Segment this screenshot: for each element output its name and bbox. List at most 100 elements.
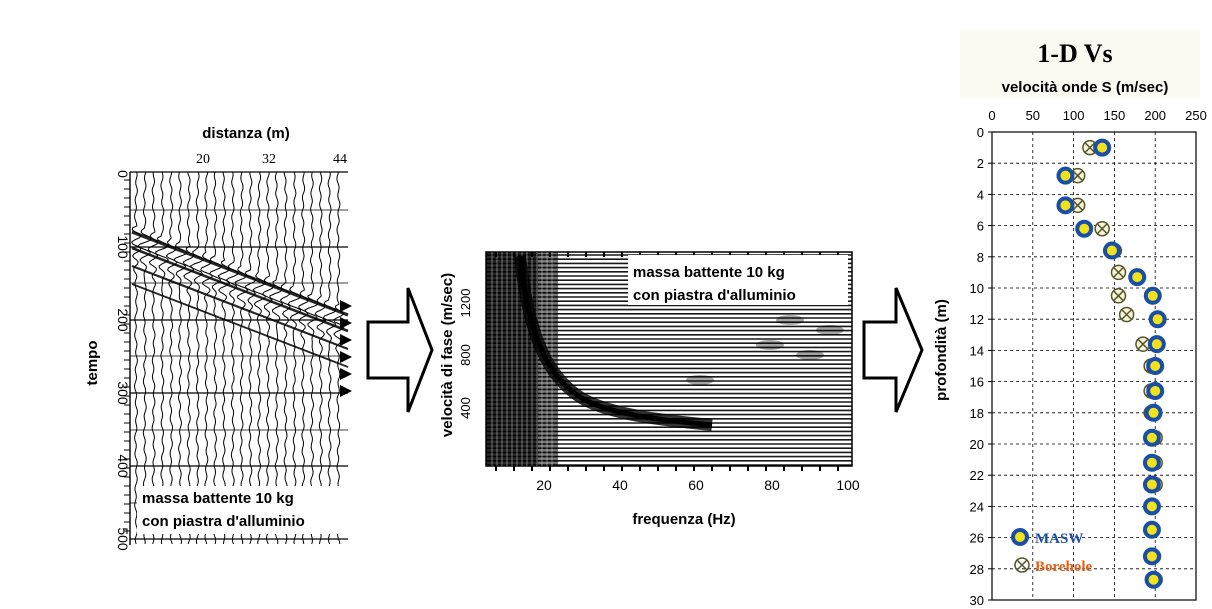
masw-point — [1056, 196, 1075, 215]
vs-ytick-label: 26 — [970, 531, 984, 546]
vs-profile-panel: 1-D Vs velocità onde S (m/sec) profondit… — [933, 30, 1207, 608]
dispersion-xtick-20: 20 — [536, 477, 552, 493]
vs-ytick-label: 6 — [977, 219, 984, 234]
dispersion-xtick-80: 80 — [764, 477, 780, 493]
seismogram-trace — [298, 171, 310, 545]
masw-point — [1144, 570, 1163, 589]
seismogram-xtick-44: 44 — [333, 152, 347, 167]
seismogram-trace — [209, 171, 223, 545]
masw-point — [1147, 335, 1166, 354]
seismogram-trace — [173, 171, 188, 545]
vs-xtick-label: 250 — [1185, 108, 1207, 123]
borehole-point-cross — [1072, 170, 1084, 182]
dispersion-caption-box — [628, 255, 848, 305]
masw-point — [1102, 241, 1121, 260]
masw-point — [1148, 310, 1167, 329]
dispersion-noise-blob — [756, 340, 784, 350]
arrow-right-icon — [862, 287, 924, 413]
dispersion-panel: velocità di fase (m/sec) 400 800 1200 ma… — [439, 251, 860, 528]
masw-point — [1146, 357, 1165, 375]
vs-profile-title-band — [960, 30, 1200, 98]
seismogram-trace — [137, 171, 152, 545]
seismogram-wavefront — [131, 283, 349, 368]
borehole-point-cross — [1121, 308, 1133, 321]
seismogram-xtick-20: 20 — [196, 152, 210, 167]
vs-ytick-label: 12 — [970, 312, 984, 327]
borehole-point-cross — [1096, 223, 1108, 235]
borehole-point — [1118, 306, 1135, 323]
dispersion-caption-line2: con piastra d'alluminio — [633, 287, 796, 304]
vs-ytick-label: 0 — [977, 125, 984, 140]
vs-ytick-label: 4 — [977, 187, 984, 202]
dispersion-noise-blob — [776, 315, 804, 325]
seismogram-xtick-32: 32 — [262, 152, 276, 167]
seismogram-trace — [262, 171, 274, 545]
seismogram-ytick-300: 300 — [115, 381, 131, 405]
vs-profile-title: 1-D Vs — [1037, 39, 1112, 68]
legend-masw-marker — [1011, 528, 1029, 546]
vs-ytick-label: 18 — [970, 406, 984, 421]
seismogram-ytick-400: 400 — [115, 454, 131, 478]
borehole-point-cross — [1084, 142, 1096, 154]
seismogram-trace — [147, 171, 159, 545]
seismogram-ytick-200: 200 — [115, 308, 131, 332]
seismogram-wavefront — [131, 246, 349, 333]
seismogram-wavefront — [131, 264, 349, 351]
vs-profile-ylabel: profondità (m) — [933, 299, 950, 401]
dispersion-y-tick-labels: 400 800 1200 — [458, 289, 473, 419]
vs-ytick-label: 16 — [970, 375, 984, 390]
seismogram-trace — [189, 171, 204, 545]
vs-ytick-label: 8 — [977, 250, 984, 265]
seismogram-ylabel: tempo — [84, 341, 101, 386]
dispersion-noise-blob — [796, 350, 824, 360]
seismogram-caption-line2: con piastra d'alluminio — [142, 513, 305, 530]
seismogram-trace — [200, 171, 214, 545]
dispersion-xtick-40: 40 — [612, 477, 628, 493]
seismogram-ytick-100: 100 — [115, 235, 131, 259]
seismogram-caption-box — [137, 486, 349, 534]
borehole-point-cross — [1137, 338, 1149, 350]
dispersion-noise-blob — [686, 375, 714, 385]
seismogram-trace — [225, 171, 239, 545]
dispersion-x-tick-labels: 20 40 60 80 100 — [536, 477, 860, 493]
seismogram-trace — [279, 171, 291, 545]
masw-point — [1075, 219, 1094, 238]
seismogram-ytick-0: 0 — [115, 170, 131, 178]
vs-ytick-label: 2 — [977, 156, 984, 171]
vs-ytick-label: 22 — [970, 468, 984, 483]
seismogram-trace — [234, 171, 249, 544]
borehole-point-cross — [1072, 199, 1084, 211]
seismogram-trace — [217, 171, 230, 545]
seismogram-trace — [322, 171, 337, 545]
vs-ytick-label: 20 — [970, 437, 984, 452]
masw-point — [1142, 475, 1161, 494]
borehole-point — [1094, 220, 1110, 237]
dispersion-image — [485, 251, 853, 471]
masw-point — [1093, 138, 1112, 157]
masw-point — [1142, 520, 1161, 539]
seismogram-trace — [314, 171, 327, 545]
seismogram-trace — [304, 171, 319, 545]
seismogram-trace — [269, 171, 284, 545]
seismogram-peak-mark — [340, 317, 352, 329]
seismogram-ytick-500: 500 — [115, 527, 131, 551]
seismogram-peak-mark — [340, 300, 352, 312]
legend-borehole-label: Borehole — [1035, 559, 1093, 575]
vs-ytick-label: 14 — [970, 343, 984, 358]
borehole-point — [1110, 288, 1127, 304]
seismogram-panel: distanza (m) 20 32 44 tempo 0 100 200 30… — [84, 125, 352, 551]
vs-profile-points — [1056, 138, 1167, 589]
dispersion-caption-line1: massa battente 10 kg — [633, 264, 785, 281]
vs-xtick-label: 150 — [1104, 108, 1126, 123]
seismogram-peak-mark — [340, 334, 352, 346]
dispersion-curve-core — [517, 255, 713, 428]
vs-ytick-label: 28 — [970, 562, 984, 577]
masw-point — [1143, 286, 1162, 305]
dispersion-ytick-800: 800 — [458, 344, 473, 366]
seismogram-trace — [287, 171, 302, 545]
vs-ytick-label: 24 — [970, 499, 984, 514]
masw-point — [1142, 453, 1161, 472]
vs-profile-ticks: 0 50 100 150 200 2500246810121416182022242628… — [970, 108, 1207, 608]
borehole-point-cross — [1112, 266, 1125, 278]
seismogram-trace — [252, 171, 266, 545]
